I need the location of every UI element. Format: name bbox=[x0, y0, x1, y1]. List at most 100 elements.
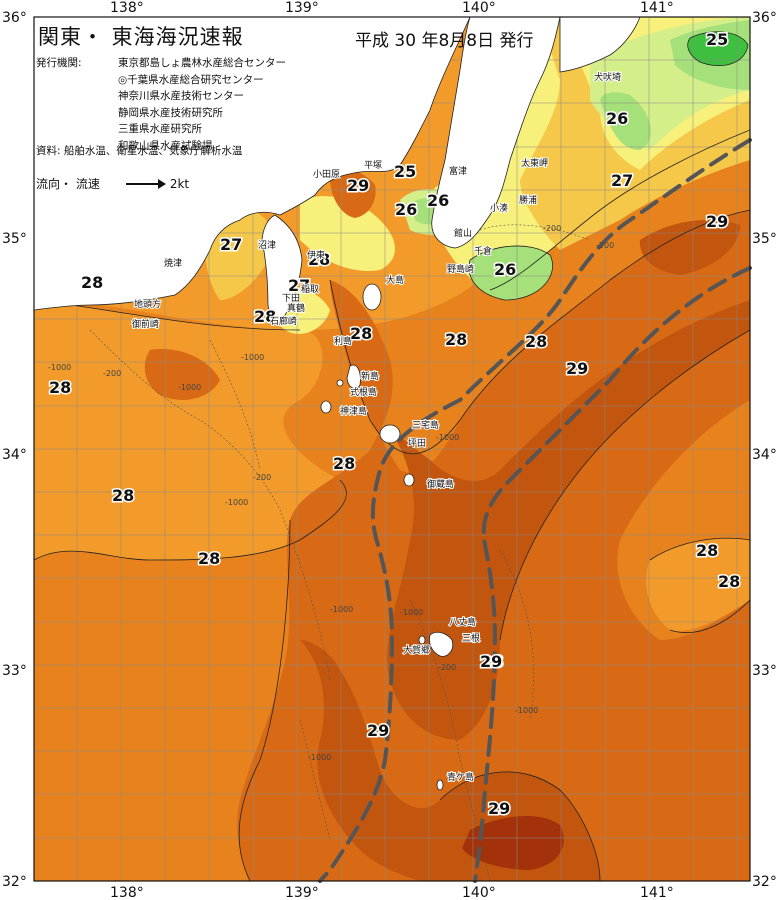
land-mikurajima bbox=[403, 473, 415, 487]
lon-bottom-140: 140° bbox=[462, 885, 496, 900]
land-hachijojima bbox=[429, 631, 454, 657]
issuer-row: 発行機関: 東京都島しょ農林水産総合センター bbox=[36, 55, 286, 72]
depth-label: -1000 bbox=[308, 753, 331, 762]
issuer-row: 三重県水産研究所 bbox=[36, 121, 286, 138]
place-label: 御前崎 bbox=[132, 318, 159, 330]
temp-label: 25 bbox=[394, 162, 416, 181]
temp-label: 28 bbox=[445, 330, 467, 349]
land-izu-peninsula bbox=[261, 214, 303, 318]
legend-label: 流向・ 流速 bbox=[36, 177, 100, 191]
depth-label: -200 bbox=[596, 241, 614, 250]
temp-label: 28 bbox=[350, 324, 372, 343]
land-chiba-north bbox=[559, 16, 641, 73]
temp-label: 28 bbox=[718, 572, 740, 591]
place-label: 大賀郷 bbox=[403, 644, 430, 656]
lon-top-138: 138° bbox=[110, 0, 144, 16]
land-toshima bbox=[355, 327, 365, 339]
temp-label: 28 bbox=[333, 454, 355, 473]
place-label: 下田 bbox=[282, 293, 300, 304]
temp-label: 26 bbox=[606, 109, 628, 128]
issuer-name: 三重県水産研究所 bbox=[118, 123, 202, 136]
depth-contours bbox=[89, 224, 591, 881]
temperature-labels: 25 26 27 29 28 27 28 25 29 26 26 28 27 2… bbox=[48, 29, 742, 820]
temp-label: 29 bbox=[347, 176, 369, 195]
place-label: 千倉 bbox=[474, 245, 492, 257]
lon-top-141: 141° bbox=[640, 0, 674, 16]
issuer-name: ◎千葉県水産総合研究センター bbox=[118, 73, 264, 86]
depth-label: -200 bbox=[543, 224, 561, 233]
lat-right-36: 36° bbox=[752, 10, 777, 26]
temp-label: 29 bbox=[488, 799, 510, 818]
place-label: 稲取 bbox=[301, 283, 319, 295]
land-aogashima bbox=[436, 779, 444, 791]
issuer-row: 神奈川県水産技術センター bbox=[36, 88, 286, 105]
place-label: 三宅島 bbox=[412, 419, 439, 431]
land-hachijo-kojima bbox=[418, 635, 426, 645]
temp-label: 29 bbox=[367, 721, 389, 740]
issuer-row: ◎千葉県水産総合研究センター bbox=[36, 72, 286, 89]
place-label: 小湊 bbox=[490, 202, 508, 214]
temp-label: 28 bbox=[49, 378, 71, 397]
depth-label: -200 bbox=[103, 369, 121, 378]
lat-right-34: 34° bbox=[752, 447, 777, 463]
land-oshima bbox=[362, 283, 382, 311]
temp-label: 26 bbox=[395, 200, 417, 219]
issuer-name: 和歌山県水産試験場 bbox=[118, 139, 213, 152]
current-legend: 流向・ 流速 2kt bbox=[36, 175, 189, 192]
lat-left-36: 36° bbox=[2, 10, 27, 26]
place-label: 御蔵島 bbox=[427, 478, 454, 490]
place-label: 石廊崎 bbox=[270, 315, 297, 327]
lon-bottom-141: 141° bbox=[640, 885, 674, 900]
place-label: 地頭方 bbox=[134, 298, 161, 310]
land-miyakejima bbox=[379, 424, 401, 444]
place-label: 平塚 bbox=[364, 160, 382, 171]
lon-top-139: 139° bbox=[285, 0, 319, 16]
temp-label: 25 bbox=[706, 30, 728, 49]
place-label: 太東岬 bbox=[521, 157, 548, 169]
temp-label: 26 bbox=[494, 260, 516, 279]
lon-bottom-138: 138° bbox=[110, 885, 144, 900]
land bbox=[33, 16, 641, 791]
lat-left-32: 32° bbox=[2, 874, 27, 890]
depth-label: -1000 bbox=[178, 383, 201, 392]
lat-right-33: 33° bbox=[752, 663, 777, 679]
temp-label: 26 bbox=[427, 191, 449, 210]
lon-bottom-139: 139° bbox=[285, 885, 319, 900]
temp-label: 29 bbox=[480, 652, 502, 671]
temp-label: 28 bbox=[198, 549, 220, 568]
depth-label: -1000 bbox=[48, 363, 71, 372]
kuroshio-axis bbox=[318, 138, 752, 883]
depth-label: -1000 bbox=[241, 353, 264, 362]
lat-left-35: 35° bbox=[2, 231, 27, 247]
place-label: 式根島 bbox=[350, 386, 377, 398]
lat-left-33: 33° bbox=[2, 663, 27, 679]
place-label: 沼津 bbox=[258, 240, 276, 251]
place-label: 勝浦 bbox=[519, 194, 537, 206]
lat-right-35: 35° bbox=[752, 231, 777, 247]
depth-label: -1000 bbox=[515, 706, 538, 715]
temp-label: 28 bbox=[481, 652, 503, 671]
place-label: 坪田 bbox=[408, 438, 426, 449]
depth-label: -200 bbox=[438, 663, 456, 672]
place-label: 新島 bbox=[361, 370, 379, 382]
issuer-block: 発行機関: 東京都島しょ農林水産総合センター ◎千葉県水産総合研究センター 神奈… bbox=[36, 55, 286, 155]
depth-label: -1000 bbox=[400, 608, 423, 617]
land-boso-peninsula bbox=[431, 16, 561, 249]
temp-label: 27 bbox=[611, 171, 633, 190]
issue-date: 平成 30 年8月8日 発行 bbox=[355, 31, 534, 51]
temp-label: 29 bbox=[706, 212, 728, 231]
isotherm-lines bbox=[34, 31, 750, 881]
place-label: 富津 bbox=[449, 165, 467, 177]
issuer-label: 発行機関: bbox=[36, 57, 82, 69]
map-title: 関東・ 東海海況速報 bbox=[38, 25, 244, 49]
land-kozushima bbox=[320, 400, 332, 414]
issuer-row: 和歌山県水産試験場 bbox=[36, 138, 286, 155]
place-label: 大島 bbox=[386, 274, 404, 286]
depth-label: -1000 bbox=[225, 498, 248, 507]
place-label: 館山 bbox=[454, 227, 472, 239]
place-label: 真鶴 bbox=[287, 302, 305, 314]
place-label: 伊東 bbox=[307, 249, 325, 261]
legend-value: 2kt bbox=[169, 176, 190, 191]
data-source: 資料: 船舶水温、衛星水温、気象庁解析水温 bbox=[36, 145, 243, 157]
